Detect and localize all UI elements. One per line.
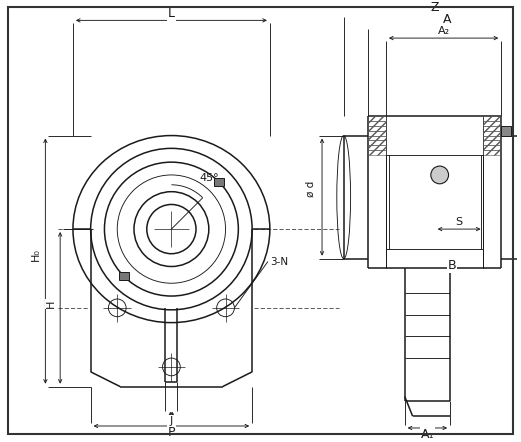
Text: A₂: A₂	[438, 26, 450, 36]
Bar	[119, 272, 129, 280]
Text: ø d: ø d	[305, 181, 315, 197]
Text: 3-N: 3-N	[270, 256, 288, 267]
Text: A: A	[443, 13, 451, 26]
Bar	[501, 126, 511, 136]
Circle shape	[431, 166, 449, 184]
Bar	[214, 178, 224, 186]
Text: P: P	[168, 427, 175, 439]
Text: H₀: H₀	[31, 248, 41, 261]
Text: H: H	[46, 300, 56, 308]
Text: A₁: A₁	[420, 428, 434, 442]
Text: B: B	[448, 259, 456, 272]
Text: Z: Z	[430, 1, 439, 14]
Text: J: J	[170, 416, 173, 426]
Text: S: S	[455, 217, 463, 227]
Text: 45°: 45°	[199, 173, 219, 183]
Text: L: L	[168, 7, 175, 20]
